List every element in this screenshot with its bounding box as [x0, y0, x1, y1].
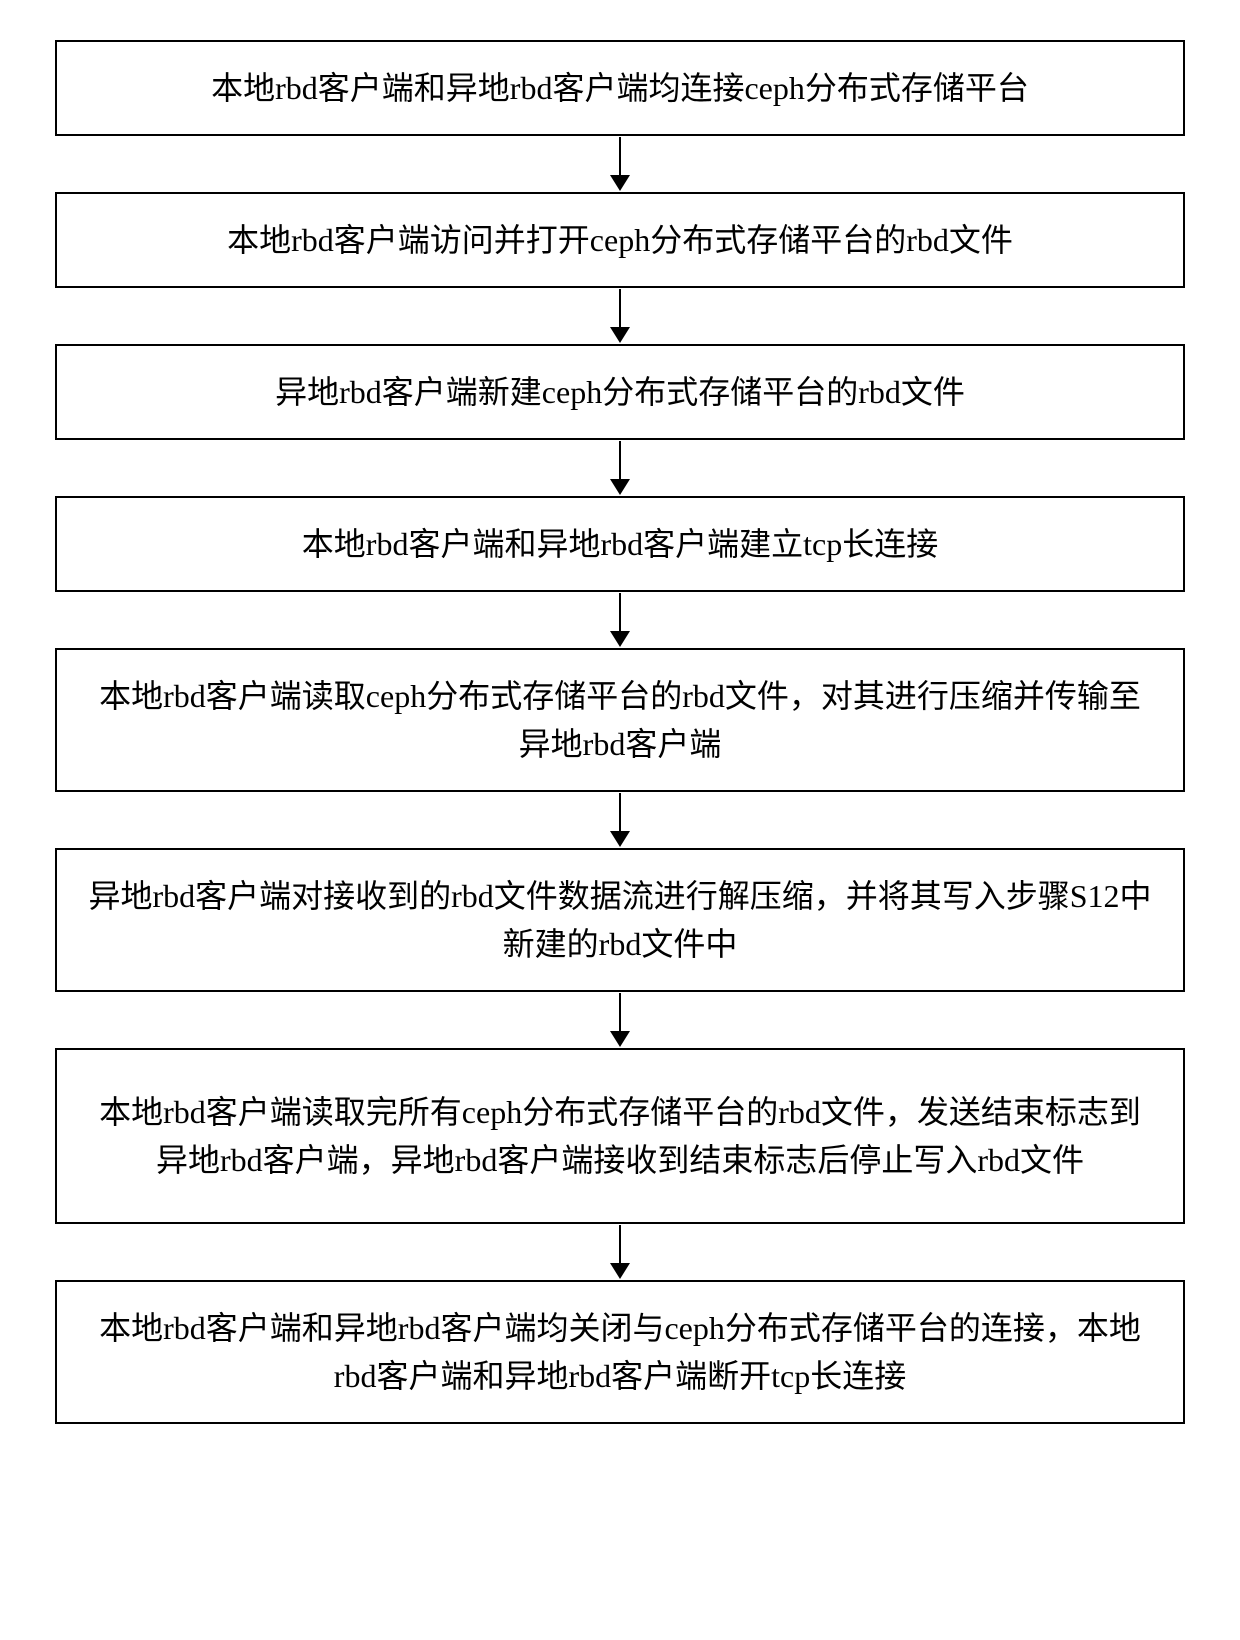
step-box-7: 本地rbd客户端读取完所有ceph分布式存储平台的rbd文件，发送结束标志到异地…	[55, 1048, 1185, 1224]
arrow-6	[610, 992, 630, 1048]
step-text-2: 本地rbd客户端访问并打开ceph分布式存储平台的rbd文件	[227, 216, 1013, 264]
arrow-7	[610, 1224, 630, 1280]
arrow-1	[610, 136, 630, 192]
step-box-4: 本地rbd客户端和异地rbd客户端建立tcp长连接	[55, 496, 1185, 592]
step-box-6: 异地rbd客户端对接收到的rbd文件数据流进行解压缩，并将其写入步骤S12中新建…	[55, 848, 1185, 992]
step-text-7: 本地rbd客户端读取完所有ceph分布式存储平台的rbd文件，发送结束标志到异地…	[87, 1088, 1153, 1184]
step-box-1: 本地rbd客户端和异地rbd客户端均连接ceph分布式存储平台	[55, 40, 1185, 136]
arrow-head	[610, 1031, 630, 1047]
arrow-5	[610, 792, 630, 848]
arrow-head	[610, 831, 630, 847]
arrow-line	[619, 1225, 621, 1263]
arrow-line	[619, 793, 621, 831]
arrow-head	[610, 479, 630, 495]
arrow-line	[619, 137, 621, 175]
step-box-5: 本地rbd客户端读取ceph分布式存储平台的rbd文件，对其进行压缩并传输至异地…	[55, 648, 1185, 792]
arrow-head	[610, 631, 630, 647]
flowchart-container: 本地rbd客户端和异地rbd客户端均连接ceph分布式存储平台 本地rbd客户端…	[50, 40, 1190, 1424]
arrow-2	[610, 288, 630, 344]
step-text-5: 本地rbd客户端读取ceph分布式存储平台的rbd文件，对其进行压缩并传输至异地…	[87, 672, 1153, 768]
step-box-2: 本地rbd客户端访问并打开ceph分布式存储平台的rbd文件	[55, 192, 1185, 288]
arrow-3	[610, 440, 630, 496]
arrow-line	[619, 593, 621, 631]
arrow-line	[619, 289, 621, 327]
step-text-4: 本地rbd客户端和异地rbd客户端建立tcp长连接	[302, 520, 938, 568]
step-text-3: 异地rbd客户端新建ceph分布式存储平台的rbd文件	[275, 368, 965, 416]
arrow-head	[610, 175, 630, 191]
arrow-line	[619, 441, 621, 479]
step-box-3: 异地rbd客户端新建ceph分布式存储平台的rbd文件	[55, 344, 1185, 440]
step-text-8: 本地rbd客户端和异地rbd客户端均关闭与ceph分布式存储平台的连接，本地rb…	[87, 1304, 1153, 1400]
step-box-8: 本地rbd客户端和异地rbd客户端均关闭与ceph分布式存储平台的连接，本地rb…	[55, 1280, 1185, 1424]
step-text-1: 本地rbd客户端和异地rbd客户端均连接ceph分布式存储平台	[211, 64, 1029, 112]
arrow-head	[610, 1263, 630, 1279]
arrow-4	[610, 592, 630, 648]
step-text-6: 异地rbd客户端对接收到的rbd文件数据流进行解压缩，并将其写入步骤S12中新建…	[87, 872, 1153, 968]
arrow-line	[619, 993, 621, 1031]
arrow-head	[610, 327, 630, 343]
